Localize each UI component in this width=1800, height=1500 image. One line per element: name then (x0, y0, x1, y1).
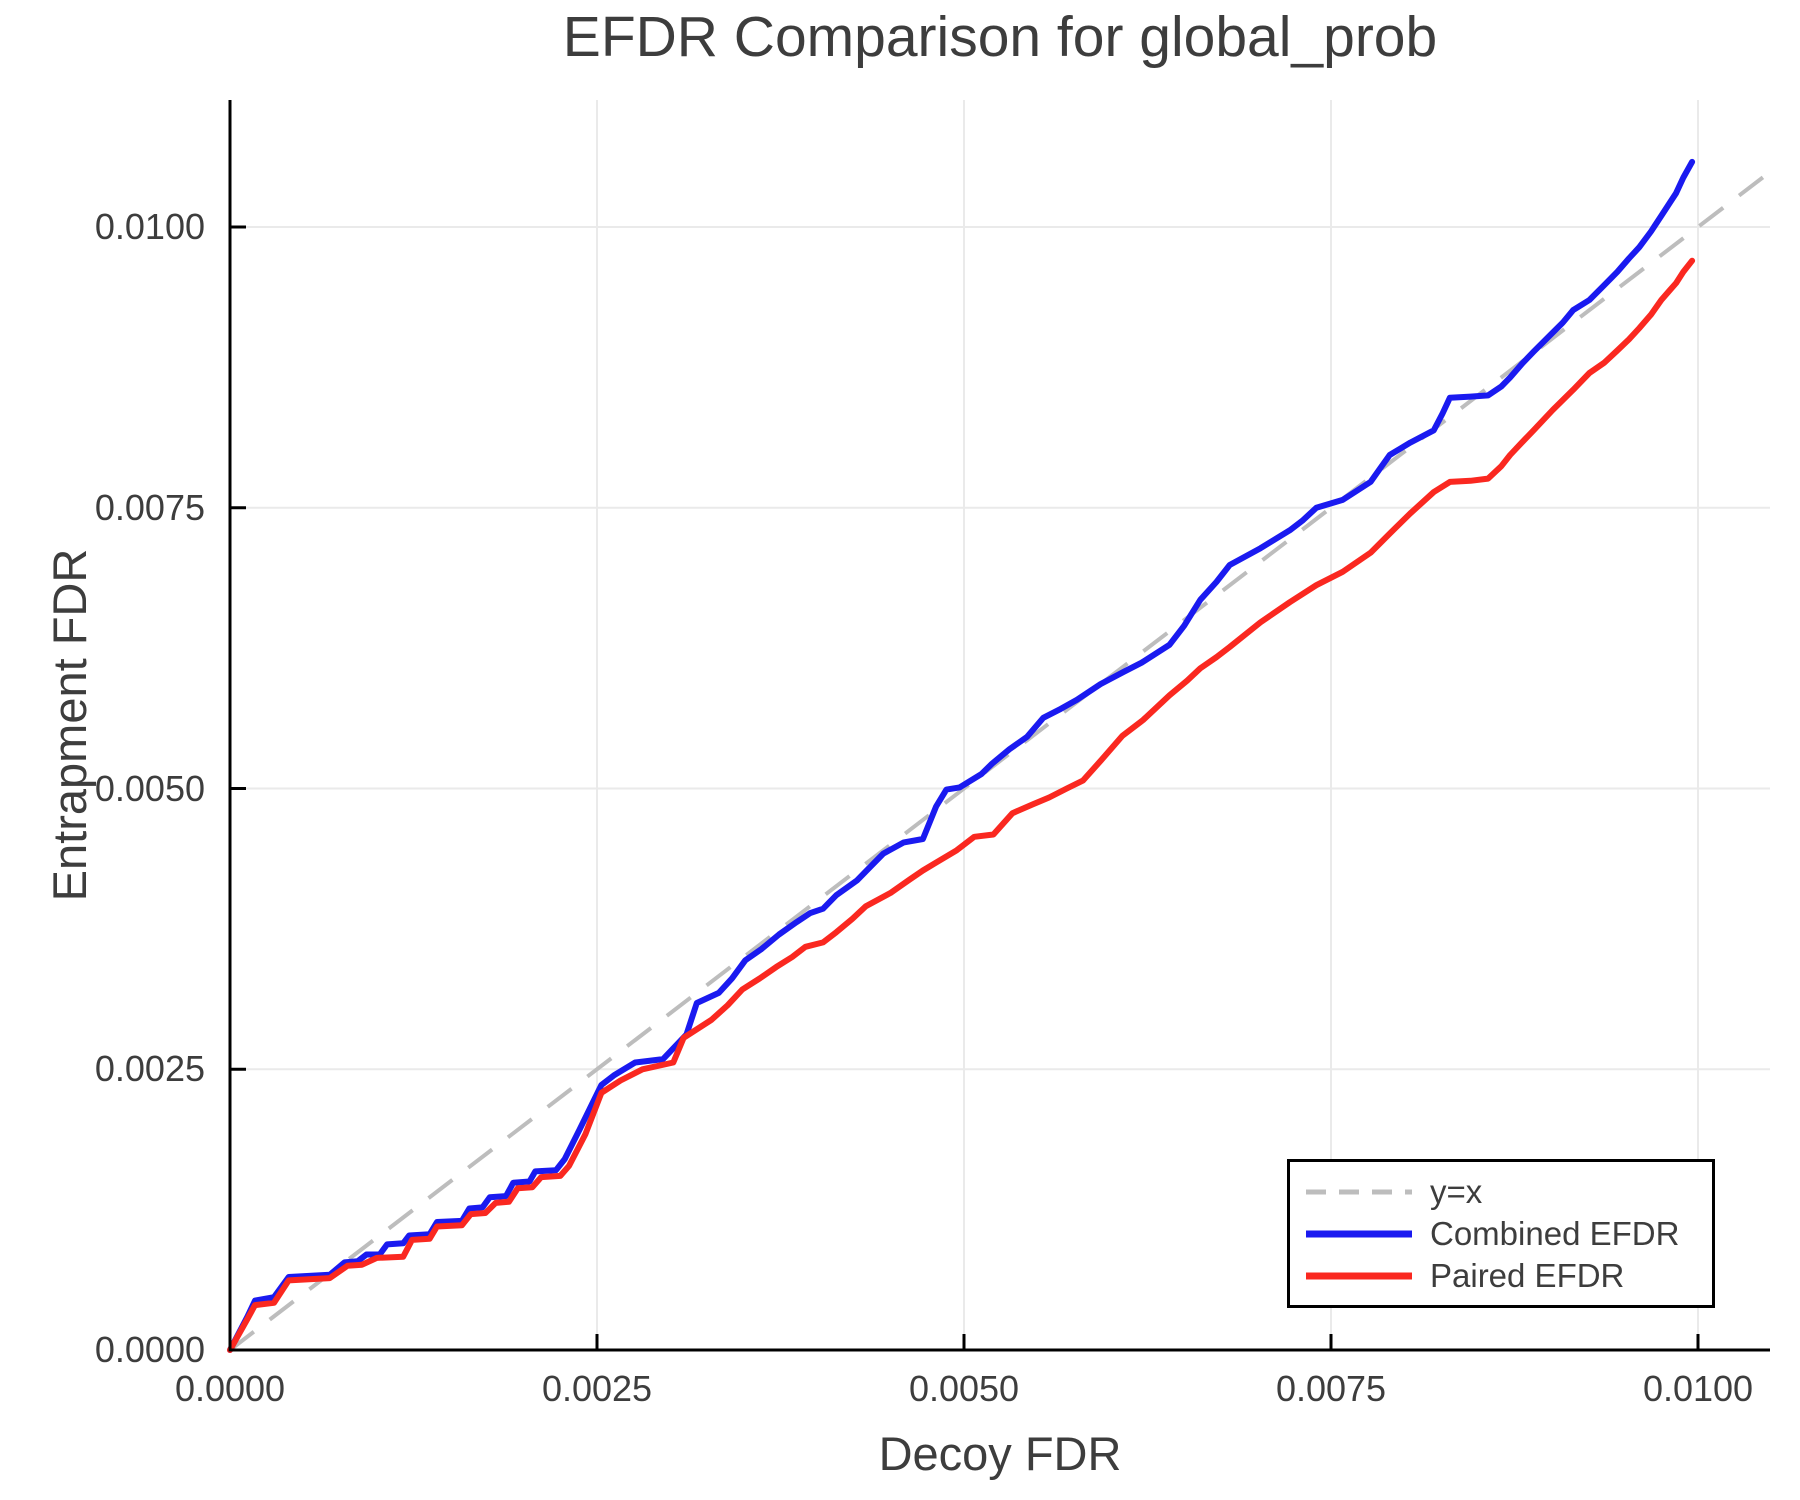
legend-label-combined: Combined EFDR (1430, 1214, 1680, 1252)
series-line-paired-efdr (227, 257, 1696, 1353)
legend-item-combined: Combined EFDR (1304, 1213, 1712, 1255)
red-line-sample (1306, 1272, 1412, 1279)
series-line-combined-efdr (227, 158, 1696, 1353)
dashed-line-sample (1306, 1189, 1412, 1194)
legend-item-identity: y=x (1304, 1171, 1712, 1213)
chart-title: EFDR Comparison for global_prob (562, 5, 1438, 69)
legend: y=x Combined EFDR Paired EFDR (1287, 1159, 1715, 1308)
legend-label-identity: y=x (1430, 1172, 1483, 1210)
blue-line-sample (1306, 1230, 1412, 1237)
y-axis-label: Entrapment FDR (43, 548, 96, 902)
legend-item-paired: Paired EFDR (1304, 1255, 1712, 1297)
x-axis-label: Decoy FDR (878, 1427, 1122, 1480)
legend-label-paired: Paired EFDR (1430, 1256, 1625, 1294)
